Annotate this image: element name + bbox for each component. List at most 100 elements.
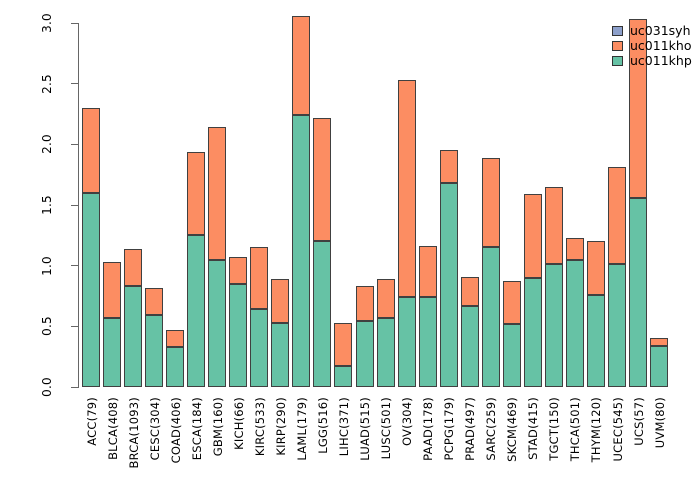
bar-segment-uc011kho: [124, 248, 143, 287]
x-category-label: SARC(259): [484, 397, 499, 461]
bar-segment-uc011khp: [166, 346, 185, 387]
y-tick-mark: [71, 265, 78, 267]
x-category-label: BLCA(408): [105, 397, 120, 460]
bar-segment-uc011khp: [565, 259, 584, 387]
bar-segment-uc011kho: [250, 247, 269, 310]
bar-segment-uc011khp: [292, 115, 311, 387]
x-category-label: LAML(179): [294, 397, 309, 461]
bar-segment-uc011khp: [481, 247, 500, 387]
x-category-label: LUSC(501): [379, 397, 394, 460]
bar-segment-uc011kho: [502, 281, 521, 324]
bar-segment-uc011kho: [145, 287, 164, 316]
x-category-label: STAD(415): [526, 397, 541, 460]
bar-segment-uc011khp: [208, 259, 227, 387]
bar-segment-uc011khp: [271, 322, 290, 387]
x-category-label: THYM(120): [589, 397, 604, 463]
x-category-label: PAAD(178): [421, 397, 436, 461]
x-category-label: PCPG(179): [442, 397, 457, 461]
bar-segment-uc011khp: [608, 264, 626, 387]
x-category-label: ACC(79): [84, 397, 99, 446]
bar-segment-uc011khp: [397, 297, 416, 387]
y-tick-mark: [71, 386, 78, 388]
x-category-label: TGCT(150): [547, 397, 562, 461]
bar-segment-uc011khp: [376, 317, 395, 387]
y-tick-mark: [71, 143, 78, 145]
legend-swatch-icon: [612, 56, 623, 66]
bar-segment-uc011kho: [418, 246, 437, 298]
bar-segment-uc011kho: [187, 151, 206, 236]
bar-segment-uc011khp: [544, 264, 563, 387]
x-category-label: SKCM(469): [505, 397, 520, 462]
y-tick-mark: [71, 204, 78, 206]
bar-segment-uc011kho: [586, 241, 605, 295]
bar-segment-uc011kho: [82, 107, 100, 193]
x-category-label: PRAD(497): [463, 397, 478, 461]
x-category-label: KICH(66): [231, 397, 246, 450]
bar-segment-uc011khp: [103, 317, 122, 387]
bar-segment-uc011kho: [334, 322, 353, 367]
bar-segment-uc011khp: [523, 277, 542, 387]
bar-segment-uc011kho: [439, 150, 458, 184]
x-category-label: UCS(57): [631, 397, 646, 446]
bar-segment-uc011khp: [586, 294, 605, 387]
x-category-label: OV(304): [400, 397, 415, 447]
x-category-label: BRCA(1093): [126, 397, 141, 469]
bar-segment-uc011khp: [629, 197, 648, 387]
bar-segment-uc011kho: [229, 257, 248, 284]
legend-swatch-icon: [612, 26, 623, 36]
legend-swatch-icon: [612, 41, 623, 51]
x-category-label: UVM(80): [652, 397, 667, 449]
legend-item-uc031syh: uc031syh: [612, 23, 692, 38]
x-category-label: LGG(516): [315, 397, 330, 454]
bar-segment-uc011kho: [271, 279, 290, 323]
x-category-label: KIRP(290): [273, 397, 288, 456]
bar-segment-uc011kho: [544, 186, 563, 265]
x-category-label: COAD(406): [168, 397, 183, 464]
bar-segment-uc011kho: [460, 276, 479, 306]
bar-segment-uc011khp: [439, 183, 458, 387]
bar-segment-uc011khp: [229, 283, 248, 387]
bar-segment-uc011kho: [292, 15, 311, 116]
y-tick-label: 3.0: [40, 13, 54, 33]
y-tick-label: 0.0: [40, 377, 54, 397]
bar-segment-uc011kho: [376, 279, 395, 318]
bar-segment-uc011khp: [250, 309, 269, 387]
x-category-label: THCA(501): [568, 397, 583, 462]
bar-segment-uc011kho: [103, 262, 122, 318]
bar-segment-uc011kho: [565, 237, 584, 260]
y-tick-label: 0.5: [40, 316, 54, 337]
y-tick-label: 1.5: [40, 195, 54, 215]
legend: uc031syh uc011kho uc011khp: [612, 23, 692, 70]
bar-segment-uc011khp: [313, 241, 332, 387]
legend-label: uc031syh: [630, 23, 691, 38]
bar-segment-uc011khp: [460, 305, 479, 387]
y-tick-label: 2.5: [40, 73, 54, 94]
x-category-label: GBM(160): [210, 397, 225, 457]
bar-segment-uc011kho: [313, 117, 332, 242]
y-axis-line: [78, 23, 79, 388]
y-tick-label: 2.0: [40, 134, 54, 155]
y-tick-mark: [71, 22, 78, 24]
x-category-label: ESCA(184): [189, 397, 204, 461]
legend-label: uc011kho: [630, 38, 692, 53]
y-tick-mark: [71, 325, 78, 327]
bar-segment-uc011kho: [208, 127, 227, 260]
legend-label: uc011khp: [630, 53, 692, 68]
y-tick-label: 1.0: [40, 255, 54, 276]
bar-segment-uc011kho: [355, 286, 374, 322]
bar-segment-uc011kho: [650, 338, 669, 346]
bar-segment-uc011khp: [145, 315, 164, 387]
bar-segment-uc011kho: [523, 194, 542, 278]
bar-segment-uc011kho: [608, 167, 626, 265]
bar-segment-uc011khp: [418, 297, 437, 387]
bar-segment-uc011khp: [502, 323, 521, 387]
legend-item-uc011khp: uc011khp: [612, 53, 692, 68]
bar-segment-uc011khp: [650, 345, 669, 387]
x-category-label: LIHC(371): [336, 397, 351, 457]
bar-segment-uc011kho: [166, 329, 185, 347]
x-category-label: CESC(304): [147, 397, 162, 461]
x-category-label: UCEC(545): [610, 397, 625, 462]
bar-segment-uc011kho: [629, 19, 648, 198]
x-category-label: KIRC(533): [252, 397, 267, 457]
bar-segment-uc011kho: [397, 80, 416, 298]
